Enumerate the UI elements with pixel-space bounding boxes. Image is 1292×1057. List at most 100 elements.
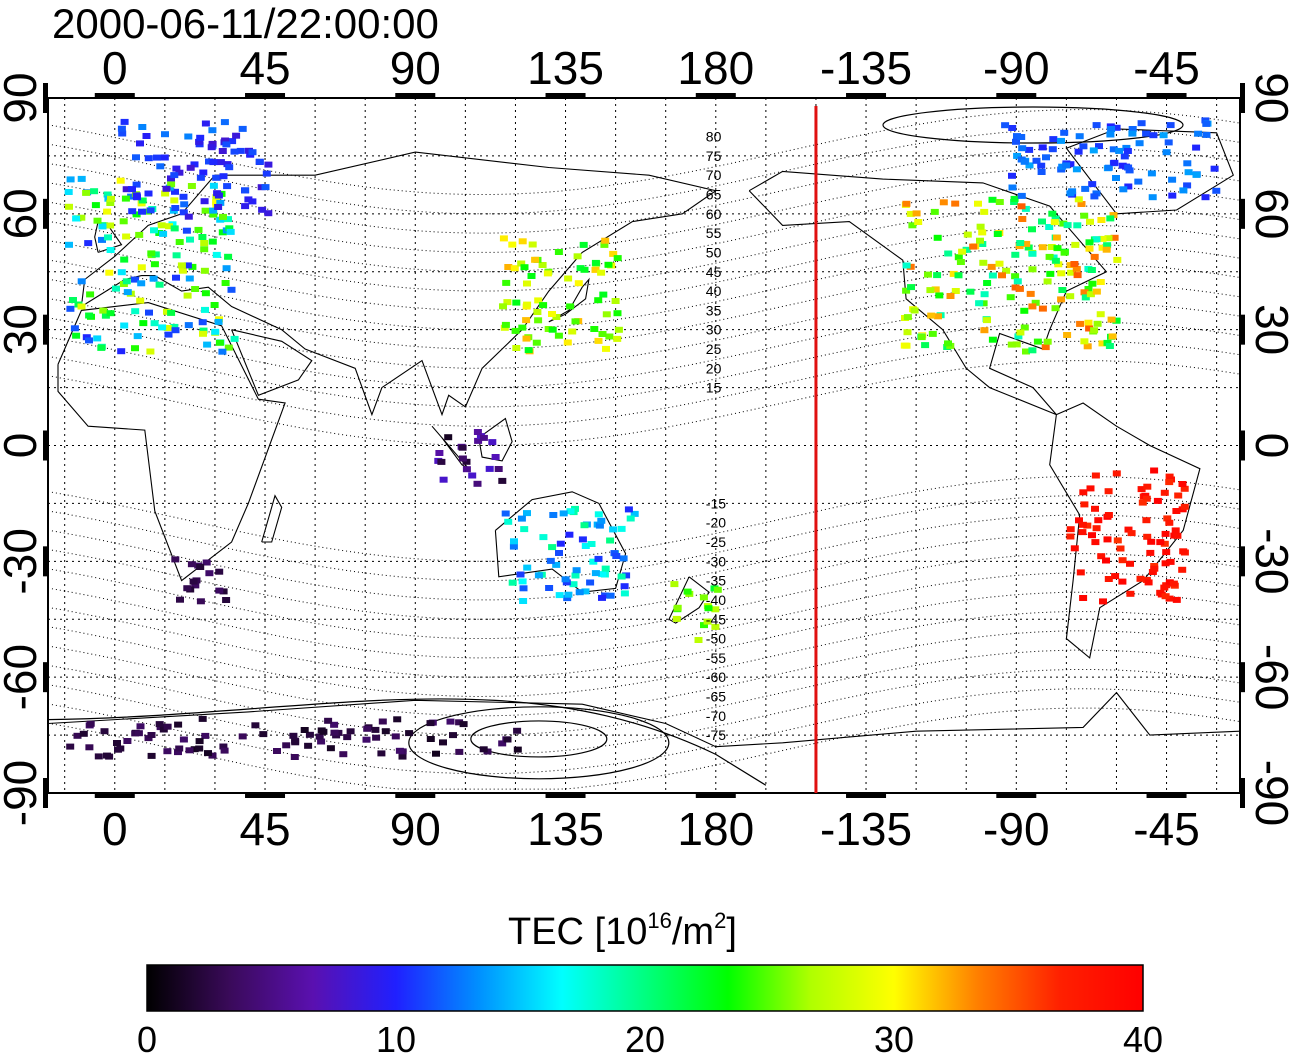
tec-cell (502, 279, 511, 286)
tec-cell (522, 335, 531, 342)
coastline (668, 576, 710, 624)
tec-cell (127, 193, 136, 200)
frame-ticks (43, 83, 1245, 808)
tec-cell (1090, 253, 1099, 260)
tec-cell (174, 721, 183, 728)
tec-cell (1184, 169, 1193, 176)
tec-cell (167, 175, 175, 182)
tec-cell (1028, 303, 1037, 310)
tec-cell (178, 267, 187, 274)
left-tick-label: 60 (0, 188, 46, 239)
tec-cell (1012, 341, 1021, 348)
tec-cell (602, 311, 611, 318)
tec-cell (1142, 495, 1151, 502)
tec-cell (1166, 122, 1175, 129)
tec-cell (683, 588, 692, 595)
tec-cell (1074, 196, 1083, 203)
tec-cell (605, 333, 614, 340)
tec-cell (1192, 171, 1201, 178)
tec-cell (381, 728, 390, 735)
tec-cell (587, 541, 596, 547)
tec-cell (1054, 261, 1063, 268)
tec-cell (519, 598, 528, 604)
frame-tick-left (43, 546, 48, 577)
tec-cell (405, 730, 414, 737)
tec-cell (103, 191, 112, 198)
tec-cell (214, 318, 223, 325)
tec-cell (160, 154, 169, 161)
tec-cell (77, 214, 86, 221)
left-tick-label: 0 (0, 433, 46, 459)
frame-tick-bottom (245, 793, 286, 798)
tec-cell (200, 246, 209, 253)
tec-cell (171, 188, 179, 195)
tec-cell (921, 342, 930, 349)
contour-label: 30 (706, 322, 722, 338)
tec-cell (1103, 242, 1112, 249)
contour-label: -50 (706, 631, 726, 647)
tec-cell (170, 172, 179, 179)
tec-cell (906, 263, 915, 270)
tec-cell (1165, 519, 1174, 526)
tec-cell (1084, 286, 1093, 292)
tec-cell (602, 345, 610, 352)
tec-cell (183, 292, 192, 299)
tec-cell (462, 466, 471, 473)
frame-tick-top (94, 93, 135, 98)
tec-cell (1136, 575, 1145, 582)
tec-cell (149, 275, 158, 282)
tec-cell (123, 289, 132, 296)
tec-cell (170, 323, 179, 330)
tec-cell (1137, 120, 1146, 127)
tec-cell (132, 192, 141, 199)
tec-cell (1174, 492, 1183, 499)
tec-cell (151, 251, 160, 258)
tec-cell (135, 231, 144, 238)
tec-cell (1088, 181, 1097, 188)
tec-cell (1113, 537, 1122, 544)
contour-label: 80 (706, 129, 722, 145)
tec-cell (346, 728, 355, 735)
contour-label: 70 (706, 167, 722, 183)
tec-cell (598, 571, 607, 578)
tec-cell (1089, 147, 1098, 154)
tec-cell (65, 203, 73, 210)
tec-cell (195, 738, 204, 745)
tec-cell (562, 579, 571, 586)
tec-cell (995, 199, 1004, 205)
tec-cell (1063, 332, 1072, 338)
tec-cell (903, 314, 912, 321)
tec-cell (289, 732, 298, 739)
tec-cell (1144, 579, 1153, 586)
frame-tick-top (545, 93, 586, 98)
tec-cell (138, 208, 146, 215)
tec-cell (145, 309, 153, 316)
tec-cell (1066, 526, 1075, 533)
tec-cell (200, 240, 209, 246)
tec-cell (980, 291, 989, 298)
contour-label: 40 (706, 283, 722, 299)
frame-tick-bottom (996, 793, 1037, 798)
tec-cell (319, 728, 328, 735)
tec-cell (1006, 294, 1015, 301)
contour-label: -30 (706, 553, 726, 569)
tec-cell (1014, 333, 1023, 340)
tec-cell (208, 238, 217, 245)
frame-tick-right (1240, 198, 1245, 229)
tec-cell (258, 206, 267, 213)
tec-cell (1024, 244, 1033, 251)
tec-cell (1123, 148, 1132, 154)
tec-cell (563, 339, 572, 346)
tec-cell (1142, 517, 1151, 524)
tec-cell (1115, 147, 1124, 154)
tec-cell (601, 565, 610, 572)
tec-cell (903, 329, 912, 336)
tec-cell (196, 174, 205, 181)
tec-cell (238, 125, 247, 132)
tec-cell (194, 226, 203, 233)
tec-cell (163, 748, 172, 755)
tec-cell (1148, 569, 1157, 575)
tec-cell (1096, 279, 1105, 285)
tec-cell (1092, 288, 1101, 295)
tec-cell (1038, 244, 1047, 251)
